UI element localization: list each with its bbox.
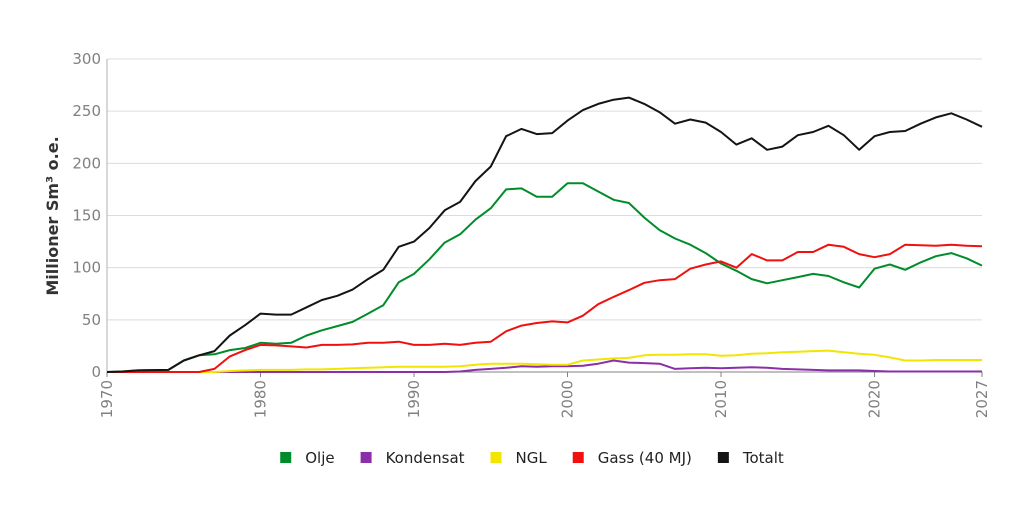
- legend-swatch: [572, 452, 584, 463]
- y-tick-label: 300: [72, 50, 101, 68]
- x-tick-label: 1980: [252, 380, 270, 418]
- series-line-totalt: [106, 96, 983, 373]
- y-tick-label: 100: [72, 259, 101, 277]
- series-line-olje: [106, 182, 983, 373]
- series-lines: [106, 96, 983, 373]
- legend-item[interactable]: Gass (40 MJ): [572, 449, 692, 467]
- legend-item[interactable]: Kondensat: [360, 449, 465, 467]
- legend-label: Kondensat: [386, 449, 465, 467]
- y-axis-label: Millioner Sm³ o.e.: [43, 136, 62, 295]
- x-tick-label: 2010: [712, 380, 730, 418]
- legend-item[interactable]: Olje: [280, 449, 335, 467]
- series-line-kondensat: [107, 359, 982, 373]
- y-tick-label: 250: [72, 102, 101, 120]
- legend-swatch: [717, 452, 729, 463]
- x-tick-label: 2000: [559, 380, 577, 418]
- legend-swatch: [280, 452, 292, 463]
- legend-label: Totalt: [742, 449, 784, 467]
- x-tick-label: 2027: [973, 380, 991, 418]
- legend-item[interactable]: NGL: [490, 449, 548, 467]
- y-tick-label: 0: [91, 363, 101, 381]
- legend-label: Olje: [305, 449, 334, 467]
- series-line-ngl: [107, 349, 982, 373]
- x-tick-label: 1970: [98, 380, 116, 418]
- legend[interactable]: Olje Kondensat NGL Gass (40 MJ) Totalt: [280, 449, 784, 467]
- gridlines: [107, 58, 982, 373]
- series-line-gass-40-mj: [107, 243, 983, 373]
- tick-labels: 0 50 100 150 200 250 300 1970 1980 1990 2000 2010 20…: [72, 50, 991, 418]
- y-tick-label: 50: [82, 311, 101, 329]
- y-tick-label: 150: [72, 207, 101, 225]
- legend-swatch: [360, 452, 372, 463]
- x-tick-label: 2020: [866, 380, 884, 418]
- x-tick-label: 1990: [405, 380, 423, 418]
- y-tick-label: 200: [72, 154, 101, 172]
- legend-swatch: [490, 452, 502, 463]
- legend-label: NGL: [516, 449, 548, 467]
- legend-label: Gass (40 MJ): [598, 449, 692, 467]
- legend-item[interactable]: Totalt: [717, 449, 784, 467]
